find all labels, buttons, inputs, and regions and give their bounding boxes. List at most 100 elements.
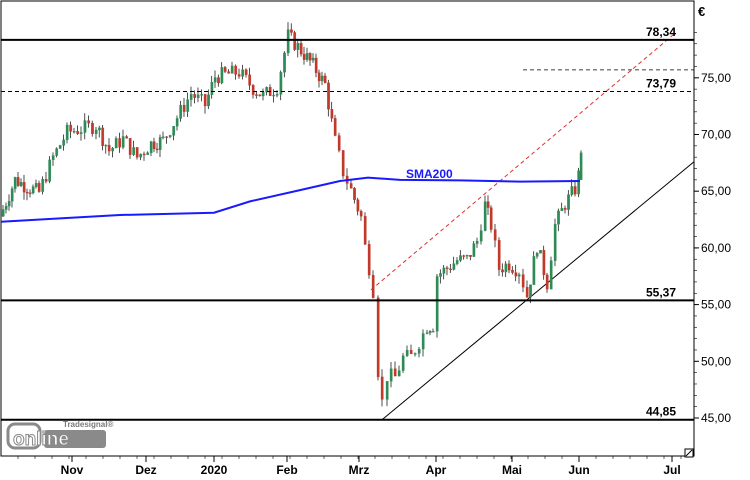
candle-body: [483, 201, 487, 231]
candle-body: [186, 99, 190, 112]
candle-body: [79, 132, 83, 135]
x-tick-label: Nov: [61, 463, 84, 477]
candle-body: [213, 77, 217, 83]
tradesignal-logo: Tradesignal® online: [6, 420, 113, 451]
candle-body: [459, 255, 462, 261]
resistance-trendline: [370, 32, 677, 291]
candle-body: [337, 135, 341, 151]
candle-body: [55, 148, 59, 156]
candle-body: [146, 152, 150, 155]
candle-body: [207, 94, 210, 107]
candle-body: [553, 224, 557, 261]
candle-body: [248, 74, 252, 86]
candle-body: [532, 256, 536, 285]
candle-body: [557, 210, 560, 225]
candle-body: [317, 72, 321, 82]
candle-body: [501, 269, 504, 273]
candle-body: [111, 147, 115, 152]
candle-body: [104, 144, 108, 147]
resize-grip-line[interactable]: [685, 449, 693, 457]
candle-body: [521, 274, 525, 288]
candle-body: [283, 52, 286, 73]
candle-body: [28, 192, 32, 194]
candle-body: [472, 243, 476, 257]
level-lines: 78,34 73,79 55,37 44,85: [1, 25, 694, 421]
candle-body: [76, 131, 80, 135]
candle-body: [58, 145, 62, 149]
candle-body: [560, 208, 564, 212]
candle-body: [417, 348, 421, 354]
candle-body: [567, 194, 570, 210]
candle-body: [535, 253, 539, 257]
candle-body: [545, 274, 549, 290]
candle-body: [161, 136, 165, 138]
candle-body: [118, 138, 122, 148]
trend-lines: [370, 32, 695, 421]
candle-body: [279, 72, 283, 95]
candle-body: [493, 229, 497, 241]
candle-body: [380, 376, 384, 400]
candle-body: [514, 272, 518, 277]
candle-body: [409, 350, 413, 355]
y-tick-label: 70,00: [701, 128, 731, 142]
candle-body: [210, 81, 214, 95]
candle-body: [275, 94, 279, 96]
candle-body: [193, 94, 197, 98]
candle-body: [421, 333, 425, 350]
candle-body: [65, 124, 69, 141]
candle-body: [244, 69, 248, 75]
x-tick-label: Apr: [426, 463, 447, 477]
candle-body: [172, 126, 176, 136]
candle-body: [529, 284, 532, 298]
candle-body: [272, 94, 276, 97]
candle-body: [389, 368, 393, 382]
candle-body: [251, 85, 255, 95]
candle-body: [265, 87, 269, 93]
candle-body: [320, 75, 324, 82]
candle-body: [539, 250, 542, 254]
candle-body: [376, 297, 380, 378]
candle-body: [296, 43, 300, 50]
logo-brand: Tradesignal®: [63, 420, 113, 429]
x-tick-label: Dez: [135, 463, 156, 477]
candle-body: [367, 244, 371, 276]
candle-body: [34, 183, 38, 187]
candle-body: [158, 137, 162, 150]
plot-frame: [0, 0, 695, 457]
candle-body: [168, 135, 172, 137]
currency-label: €: [698, 4, 705, 19]
candle-body: [525, 287, 529, 298]
level-label: 55,37: [646, 285, 676, 299]
candle-body: [486, 201, 490, 208]
candle-body: [489, 207, 493, 230]
y-axis: 45,00 50,00 55,00 60,00 65,00 70,00 75,00: [694, 32, 731, 425]
candle-body: [223, 67, 227, 72]
candle-body: [449, 268, 452, 271]
logo-box-n: [44, 430, 106, 448]
candle-body: [37, 183, 41, 192]
candle-body: [341, 150, 345, 177]
candle-body: [353, 188, 356, 200]
candle-body: [428, 331, 432, 333]
candle-body: [142, 153, 146, 156]
candle-body: [579, 152, 583, 180]
candle-body: [149, 141, 153, 153]
candle-body: [371, 274, 375, 298]
candle-body: [107, 144, 111, 152]
candle-body: [10, 188, 14, 202]
candle-body: [91, 123, 94, 134]
candle-body: [83, 120, 87, 133]
candle-body: [563, 208, 567, 210]
candle-body: [125, 136, 129, 139]
x-tick-label: Feb: [276, 463, 297, 477]
x-tick-label: Jul: [663, 463, 680, 477]
candle-body: [333, 118, 337, 136]
candle-body: [101, 127, 105, 146]
candle-body: [217, 77, 220, 84]
resize-grip-icon[interactable]: [684, 448, 694, 458]
candle-body: [135, 147, 139, 158]
y-tick-label: 65,00: [701, 184, 731, 198]
candle-body: [203, 94, 207, 107]
candle-body: [121, 136, 125, 148]
